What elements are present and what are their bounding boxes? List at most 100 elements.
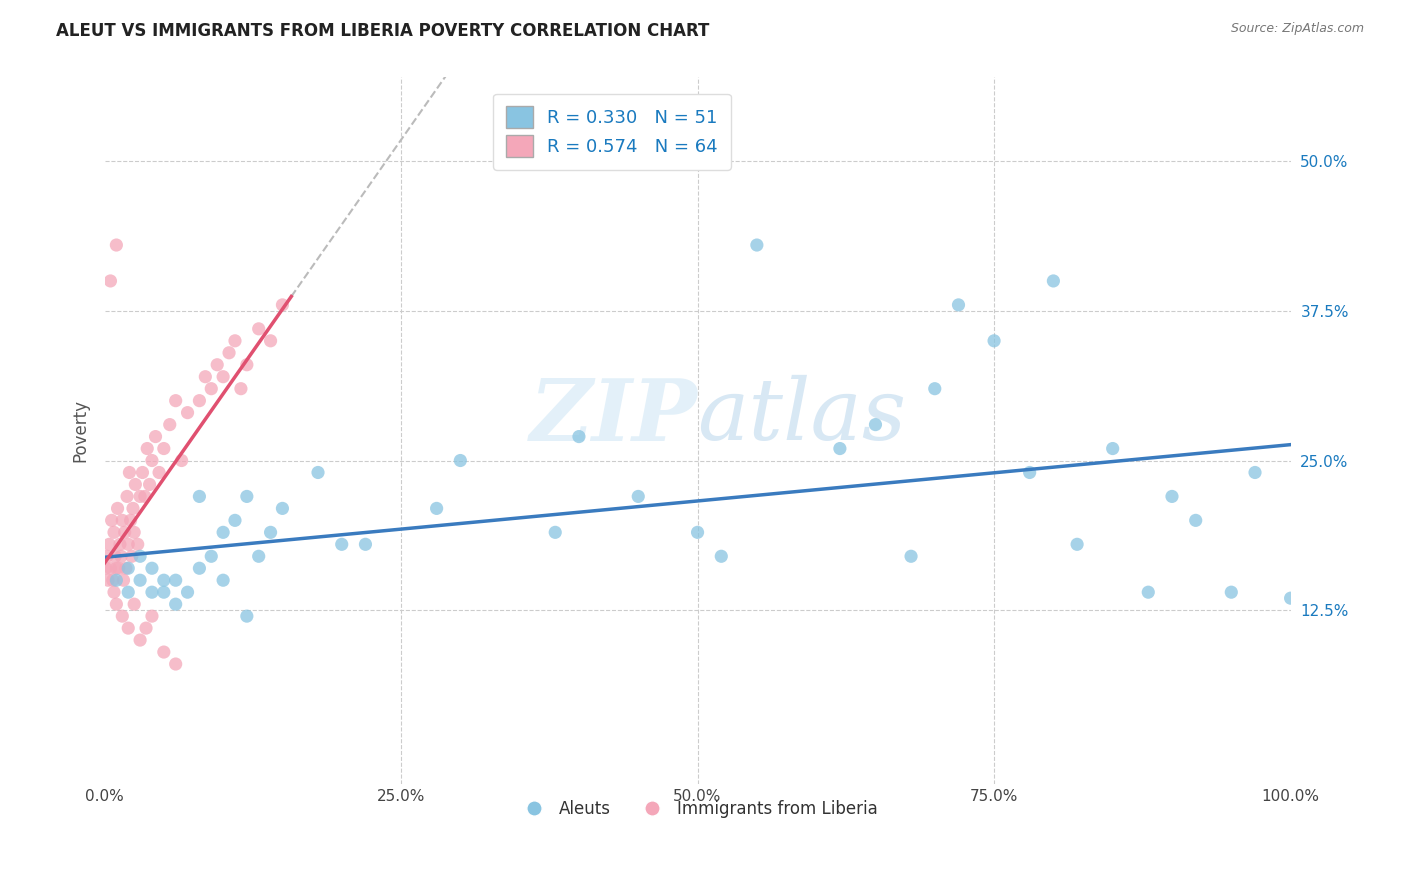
- Point: [100, 513, 122, 527]
- Point: [103, 585, 125, 599]
- Point: [100, 274, 122, 288]
- Point: [141, 561, 163, 575]
- Point: [1184, 513, 1206, 527]
- Point: [107, 561, 129, 575]
- Point: [828, 442, 851, 456]
- Point: [948, 298, 970, 312]
- Point: [165, 393, 187, 408]
- Point: [194, 369, 217, 384]
- Point: [117, 621, 139, 635]
- Point: [271, 298, 294, 312]
- Point: [141, 609, 163, 624]
- Point: [111, 609, 134, 624]
- Point: [218, 345, 240, 359]
- Legend: Aleuts, Immigrants from Liberia: Aleuts, Immigrants from Liberia: [510, 794, 884, 825]
- Point: [129, 633, 152, 648]
- Point: [236, 358, 259, 372]
- Point: [205, 358, 228, 372]
- Point: [568, 429, 591, 443]
- Point: [983, 334, 1005, 348]
- Point: [129, 549, 152, 564]
- Point: [224, 513, 246, 527]
- Point: [138, 477, 160, 491]
- Point: [259, 334, 281, 348]
- Point: [108, 537, 131, 551]
- Point: [141, 585, 163, 599]
- Point: [165, 657, 187, 671]
- Point: [176, 585, 198, 599]
- Point: [330, 537, 353, 551]
- Point: [236, 490, 259, 504]
- Point: [170, 453, 193, 467]
- Point: [212, 525, 235, 540]
- Text: atlas: atlas: [697, 376, 907, 458]
- Point: [98, 537, 121, 551]
- Point: [165, 597, 187, 611]
- Point: [118, 466, 141, 480]
- Point: [1161, 490, 1184, 504]
- Point: [544, 525, 567, 540]
- Point: [117, 537, 139, 551]
- Point: [96, 549, 118, 564]
- Point: [105, 561, 128, 575]
- Point: [259, 525, 281, 540]
- Point: [111, 513, 134, 527]
- Y-axis label: Poverty: Poverty: [72, 399, 89, 462]
- Point: [354, 537, 377, 551]
- Point: [188, 561, 211, 575]
- Point: [145, 429, 167, 443]
- Point: [107, 501, 129, 516]
- Point: [124, 477, 146, 491]
- Point: [153, 645, 176, 659]
- Point: [148, 466, 170, 480]
- Point: [122, 597, 145, 611]
- Point: [247, 322, 270, 336]
- Point: [165, 573, 187, 587]
- Point: [153, 585, 176, 599]
- Point: [120, 513, 142, 527]
- Point: [1279, 591, 1302, 606]
- Point: [122, 525, 145, 540]
- Text: ZIP: ZIP: [530, 375, 697, 458]
- Point: [1018, 466, 1040, 480]
- Point: [97, 573, 120, 587]
- Point: [247, 549, 270, 564]
- Point: [1137, 585, 1160, 599]
- Point: [112, 573, 135, 587]
- Point: [426, 501, 449, 516]
- Point: [117, 561, 139, 575]
- Point: [686, 525, 709, 540]
- Point: [159, 417, 181, 432]
- Point: [229, 382, 252, 396]
- Point: [115, 490, 138, 504]
- Point: [307, 466, 329, 480]
- Point: [710, 549, 733, 564]
- Point: [1244, 466, 1267, 480]
- Point: [101, 573, 124, 587]
- Point: [900, 549, 922, 564]
- Point: [136, 442, 159, 456]
- Text: Source: ZipAtlas.com: Source: ZipAtlas.com: [1230, 22, 1364, 36]
- Point: [449, 453, 471, 467]
- Point: [153, 573, 176, 587]
- Point: [176, 406, 198, 420]
- Point: [117, 585, 139, 599]
- Point: [121, 549, 143, 564]
- Point: [627, 490, 650, 504]
- Point: [1066, 537, 1088, 551]
- Point: [104, 549, 127, 564]
- Point: [1101, 442, 1123, 456]
- Point: [115, 561, 138, 575]
- Point: [1220, 585, 1243, 599]
- Point: [122, 501, 145, 516]
- Point: [271, 501, 294, 516]
- Text: ALEUT VS IMMIGRANTS FROM LIBERIA POVERTY CORRELATION CHART: ALEUT VS IMMIGRANTS FROM LIBERIA POVERTY…: [56, 22, 710, 40]
- Point: [105, 573, 128, 587]
- Point: [236, 609, 259, 624]
- Point: [110, 549, 132, 564]
- Point: [745, 238, 768, 252]
- Point: [188, 393, 211, 408]
- Point: [153, 442, 176, 456]
- Point: [200, 549, 222, 564]
- Point: [135, 621, 157, 635]
